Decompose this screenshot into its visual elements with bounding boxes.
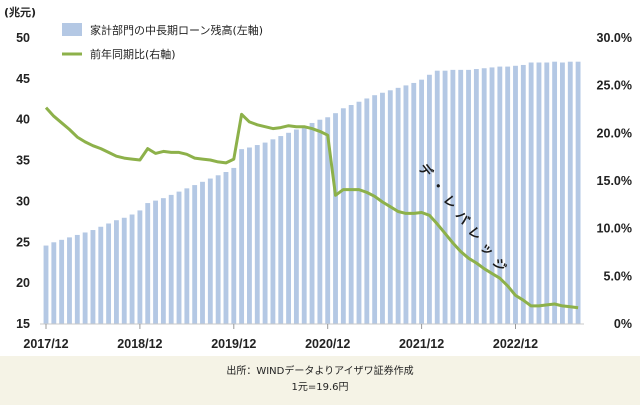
loan-balance-bar	[153, 200, 158, 324]
loan-balance-bar	[505, 66, 511, 324]
right-tick-label: 25.0%	[597, 79, 632, 93]
loan-balance-bar	[74, 234, 80, 324]
loan-balance-bar	[489, 67, 495, 324]
loan-balance-bar	[215, 175, 221, 324]
loan-balance-bar	[192, 185, 198, 324]
loan-balance-bar	[450, 69, 456, 325]
left-axis-unit: (兆元)	[4, 5, 36, 19]
source-note: 出所：WINDデータよりアイザワ証券作成	[226, 366, 414, 377]
loan-balance-bar	[426, 74, 432, 325]
loan-balance-bar	[309, 122, 315, 325]
loan-balance-bar	[411, 82, 417, 324]
x-tick-label: 2022/12	[493, 337, 538, 351]
loan-balance-bar	[247, 147, 252, 324]
yoy-growth-line	[44, 106, 579, 310]
loan-balance-bar	[442, 70, 448, 324]
loan-balance-bar	[552, 61, 558, 324]
x-tick-label: 2020/12	[305, 337, 350, 351]
loan-balance-bar	[325, 117, 331, 325]
loan-balance-bar	[481, 68, 487, 324]
loan-balance-bar	[301, 126, 307, 324]
loan-balance-bar	[513, 65, 518, 324]
right-tick-label: 15.0%	[597, 174, 632, 188]
loan-balance-bar	[473, 69, 479, 325]
loan-balance-bar	[207, 178, 213, 324]
loan-balance-bar	[364, 98, 370, 325]
loan-balance-bar	[333, 113, 338, 324]
loan-balance-bar	[497, 66, 503, 324]
loan-balance-bar	[82, 232, 88, 324]
exchange-rate-note: 1元=19.6円	[291, 382, 349, 393]
loan-balance-bar	[340, 108, 346, 324]
right-tick-label: 10.0%	[597, 222, 632, 236]
x-tick-label: 2017/12	[23, 337, 68, 351]
loan-balance-bar	[567, 61, 573, 324]
loan-balance-bar	[254, 145, 260, 324]
left-tick-label: 20	[16, 276, 30, 290]
loan-balance-bar	[121, 217, 127, 324]
loan-balance-bar	[262, 142, 268, 324]
loan-balance-bar	[223, 172, 229, 324]
loan-balance-bar	[90, 230, 96, 324]
loan-balance-bar	[434, 70, 440, 324]
loan-balance-bar	[106, 223, 112, 324]
loan-balance-bar	[356, 101, 362, 324]
loan-balance-bar	[176, 191, 182, 324]
loan-balance-bar	[231, 167, 237, 324]
legend-line-label: 前年同期比(右軸)	[90, 47, 176, 61]
loan-balance-bar	[200, 181, 205, 324]
loan-balance-bar	[168, 194, 174, 324]
loan-balance-bar	[528, 62, 534, 325]
loan-balance-bar	[145, 203, 151, 324]
left-tick-label: 40	[16, 113, 30, 127]
loan-balance-bar	[137, 210, 143, 324]
left-tick-label: 50	[16, 31, 30, 45]
loan-balance-bar	[466, 69, 471, 325]
left-tick-label: 30	[16, 194, 30, 208]
loan-balance-bar	[184, 188, 190, 324]
loan-balance-bar	[575, 61, 581, 324]
loan-balance-bar	[278, 136, 284, 324]
legend-bar-swatch	[62, 23, 82, 36]
loan-balance-bar	[239, 149, 245, 324]
loan-balance-bar	[51, 242, 57, 324]
loan-balance-bar	[419, 79, 425, 324]
chart-canvas: (兆元) 15 20 25 30 35 40 45 50 0% 5.0% 10.0% 15.0% 20.0…	[4, 5, 633, 351]
loan-balance-bar	[286, 132, 291, 324]
loan-balance-bar	[98, 226, 104, 324]
loan-balance-bar	[458, 69, 464, 325]
loan-balance-bar	[67, 237, 72, 324]
loan-balance-bar	[113, 220, 119, 324]
loan-balance-bar	[544, 62, 550, 325]
loan-balance-bar	[536, 62, 542, 325]
loan-balance-bar	[293, 129, 299, 324]
left-tick-label: 45	[16, 72, 30, 86]
loan-balance-bar	[129, 214, 135, 324]
loan-balance-bar	[372, 95, 378, 324]
right-tick-label: 5.0%	[604, 269, 633, 283]
loan-balance-bar	[560, 62, 565, 325]
loan-balance-bar	[160, 198, 166, 324]
left-tick-label: 15	[16, 317, 30, 331]
x-tick-label: 2019/12	[211, 337, 256, 351]
left-tick-label: 35	[16, 154, 30, 168]
loan-balance-bar	[395, 87, 401, 325]
legend-bar-label: 家計部門の中長期ローン残高(左軸)	[90, 23, 263, 37]
loan-balance-bar	[520, 64, 526, 325]
loan-balance-bar	[270, 139, 276, 324]
loan-balance-bar	[43, 245, 49, 324]
right-tick-label: 20.0%	[597, 126, 632, 140]
right-tick-label: 0%	[614, 317, 632, 331]
loan-balance-bar	[403, 85, 409, 324]
right-tick-label: 30.0%	[597, 31, 632, 45]
x-tick-label: 2018/12	[117, 337, 162, 351]
loan-balance-bar	[380, 92, 385, 325]
chart-footer: 出所：WINDデータよりアイザワ証券作成 1元=19.6円	[0, 356, 640, 405]
loan-balance-bar	[317, 119, 323, 324]
left-tick-label: 25	[16, 235, 30, 249]
x-tick-label: 2021/12	[399, 337, 444, 351]
loan-balance-bar	[348, 105, 354, 325]
loan-balance-bar	[59, 239, 65, 324]
